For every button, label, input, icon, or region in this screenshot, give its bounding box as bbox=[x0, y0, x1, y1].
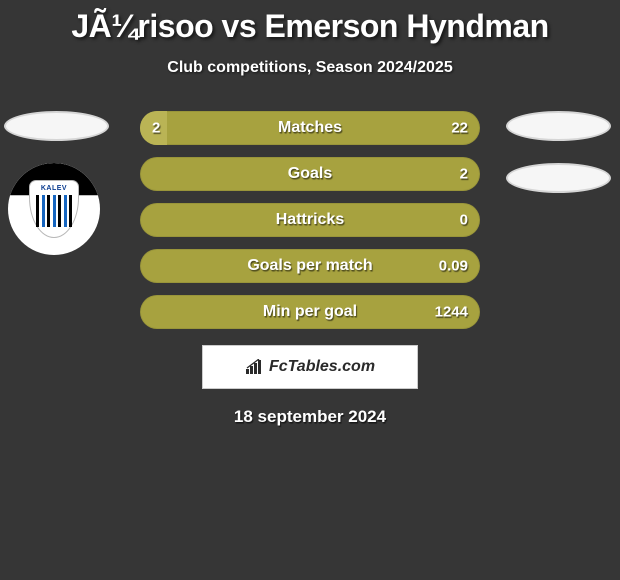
footer-label: FcTables.com bbox=[269, 358, 375, 376]
stat-left-value: 2 bbox=[152, 120, 160, 137]
stat-label: Hattricks bbox=[276, 211, 344, 229]
right-club-column bbox=[506, 111, 616, 215]
stat-right-value: 0.09 bbox=[439, 258, 468, 275]
stat-label: Matches bbox=[278, 119, 342, 137]
stat-right-value: 22 bbox=[451, 120, 468, 137]
left-club-column: KALEV bbox=[4, 111, 114, 255]
page-title: JÃ¼risoo vs Emerson Hyndman bbox=[0, 8, 620, 45]
stat-row: Goals 2 bbox=[140, 157, 480, 191]
stat-row: Hattricks 0 bbox=[140, 203, 480, 237]
right-club-placeholder-icon-1 bbox=[506, 111, 611, 141]
page-subtitle: Club competitions, Season 2024/2025 bbox=[0, 59, 620, 77]
stat-row: Min per goal 1244 bbox=[140, 295, 480, 329]
stat-bars: 2 Matches 22 Goals 2 Hattricks 0 Goals per matc… bbox=[140, 111, 480, 341]
stat-right-value: 0 bbox=[460, 212, 468, 229]
stats-area: KALEV 2Matches22Goals2Hattricks0Goal bbox=[0, 111, 620, 331]
stat-row: 2 Matches 22 bbox=[140, 111, 480, 145]
left-club-placeholder-icon bbox=[4, 111, 109, 141]
stat-label: Min per goal bbox=[263, 303, 357, 321]
left-club-logo-text: KALEV bbox=[41, 185, 67, 192]
footer-attribution[interactable]: FcTables.com bbox=[202, 345, 418, 389]
left-club-logo: KALEV bbox=[8, 163, 100, 255]
stat-right-value: 1244 bbox=[435, 304, 468, 321]
stat-label: Goals per match bbox=[247, 257, 372, 275]
stat-row: Goals per match 0.09 bbox=[140, 249, 480, 283]
stat-right-value: 2 bbox=[460, 166, 468, 183]
stat-label: Goals bbox=[288, 165, 332, 183]
comparison-card: JÃ¼risoo vs Emerson Hyndman Club competi… bbox=[0, 0, 620, 427]
bar-chart-icon bbox=[245, 359, 265, 375]
right-club-placeholder-icon-2 bbox=[506, 163, 611, 193]
generation-date: 18 september 2024 bbox=[0, 407, 620, 427]
